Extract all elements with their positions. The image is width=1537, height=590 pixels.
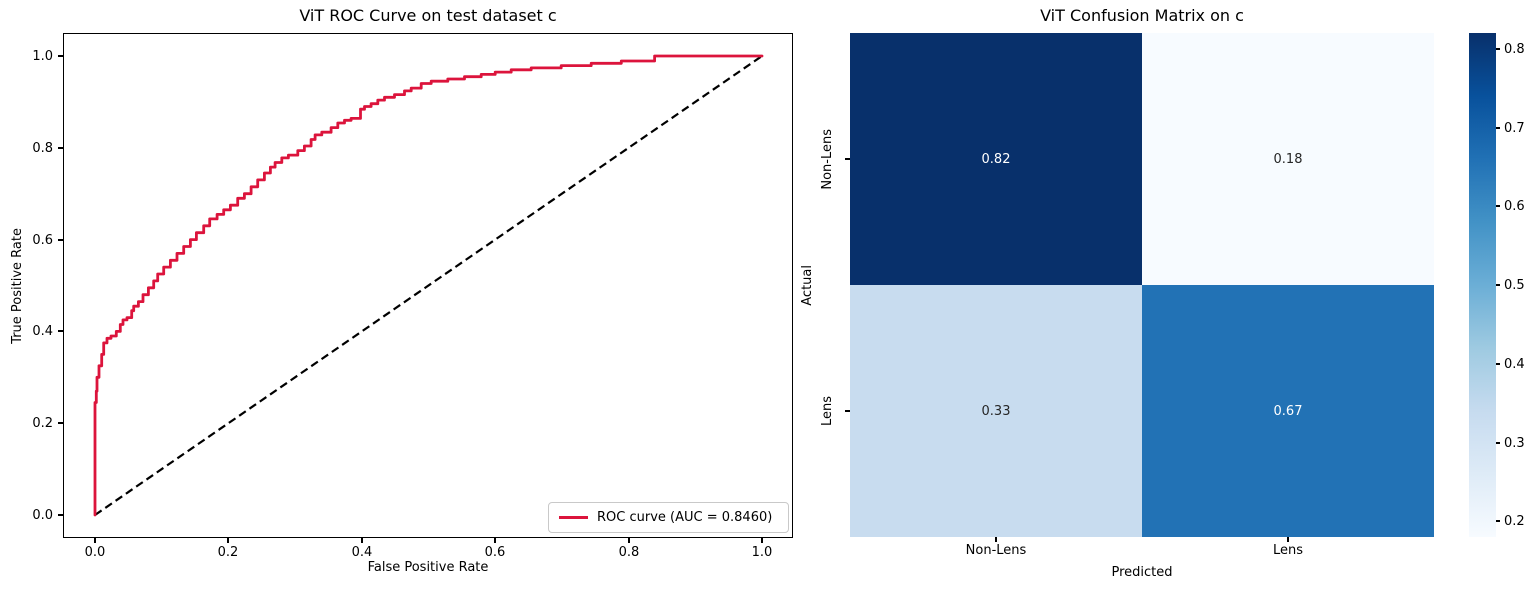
cm-cell-value: 0.67 xyxy=(1273,403,1303,419)
cm-colorbar xyxy=(1469,33,1496,537)
cm-plot-title: ViT Confusion Matrix on c xyxy=(1040,6,1244,25)
roc-xtick-mark xyxy=(628,538,630,543)
roc-xtick-mark xyxy=(494,538,496,543)
cm-ytick-label-lens: Lens xyxy=(819,395,835,427)
roc-xtick-mark xyxy=(227,538,229,543)
cm-xlabel: Predicted xyxy=(1111,565,1173,580)
roc-xtick-label: 0.8 xyxy=(618,545,640,560)
cm-xtick-label-lens: Lens xyxy=(1272,543,1304,558)
cm-xtick-mark xyxy=(995,537,997,542)
roc-legend-swatch xyxy=(559,516,588,519)
cm-cell-value: 0.33 xyxy=(981,403,1011,419)
roc-xtick-label: 0.4 xyxy=(351,545,373,560)
roc-plot-svg xyxy=(93,54,764,517)
roc-ytick-mark xyxy=(58,239,63,241)
cm-cell-actual-lens-pred-nonlens: 0.33 xyxy=(850,285,1142,537)
cm-colorbar-tick-label: 0.8 xyxy=(1504,42,1525,57)
roc-xtick-label: 0.0 xyxy=(84,545,106,560)
roc-ytick-mark xyxy=(58,422,63,424)
roc-xtick-label: 0.2 xyxy=(217,545,239,560)
cm-ytick-mark xyxy=(845,410,850,412)
cm-colorbar-tick-label: 0.4 xyxy=(1504,357,1525,372)
cm-colorbar-tick-mark xyxy=(1496,520,1500,522)
roc-ytick-label: 0.6 xyxy=(32,233,53,248)
cm-xtick-mark xyxy=(1287,537,1289,542)
roc-legend-label: ROC curve (AUC = 0.8460) xyxy=(597,510,773,525)
cm-colorbar-tick-mark xyxy=(1496,442,1500,444)
cm-ylabel: Actual xyxy=(799,264,815,306)
roc-xtick-label: 0.6 xyxy=(484,545,506,560)
cm-xtick-label-nonlens: Non-Lens xyxy=(965,543,1027,558)
roc-ytick-label: 0.4 xyxy=(32,324,53,339)
roc-ytick-label: 1.0 xyxy=(32,49,53,64)
cm-colorbar-tick-mark xyxy=(1496,127,1500,129)
roc-ytick-label: 0.8 xyxy=(32,141,53,156)
cm-colorbar-tick-mark xyxy=(1496,48,1500,50)
cm-cell-actual-nonlens-pred-lens: 0.18 xyxy=(1142,33,1434,285)
cm-colorbar-tick-mark xyxy=(1496,284,1500,286)
cm-ylabel-wrap: Actual xyxy=(799,33,815,537)
roc-curve-line xyxy=(93,54,764,517)
roc-ylabel-wrap: True Positive Rate xyxy=(8,33,26,538)
roc-legend: ROC curve (AUC = 0.8460) xyxy=(548,502,789,533)
roc-ytick-label: 0.0 xyxy=(32,508,53,523)
roc-xlabel: False Positive Rate xyxy=(367,560,489,575)
cm-colorbar-tick-label: 0.2 xyxy=(1504,514,1525,529)
cm-ytick-wrap: Non-Lens xyxy=(819,33,835,285)
roc-ytick-mark xyxy=(58,514,63,516)
cm-heatmap: 0.82 0.18 0.33 0.67 xyxy=(850,33,1434,537)
cm-colorbar-tick-mark xyxy=(1496,363,1500,365)
cm-cell-value: 0.82 xyxy=(981,151,1011,167)
cm-colorbar-tick-label: 0.5 xyxy=(1504,278,1525,293)
roc-ytick-label: 0.2 xyxy=(32,416,53,431)
cm-colorbar-tick-mark xyxy=(1496,205,1500,207)
cm-colorbar-tick-label: 0.6 xyxy=(1504,199,1525,214)
cm-cell-actual-lens-pred-lens: 0.67 xyxy=(1142,285,1434,537)
cm-ytick-mark xyxy=(845,158,850,160)
cm-ytick-label-nonlens: Non-Lens xyxy=(819,128,835,190)
cm-colorbar-tick-label: 0.7 xyxy=(1504,121,1525,136)
cm-colorbar-tick-label: 0.3 xyxy=(1504,436,1525,451)
roc-xtick-mark xyxy=(94,538,96,543)
roc-xtick-mark xyxy=(761,538,763,543)
roc-ytick-mark xyxy=(58,55,63,57)
roc-xtick-mark xyxy=(361,538,363,543)
chance-diagonal-line xyxy=(94,55,763,516)
cm-cell-value: 0.18 xyxy=(1273,151,1303,167)
cm-cell-actual-nonlens-pred-nonlens: 0.82 xyxy=(850,33,1142,285)
roc-xtick-label: 1.0 xyxy=(751,545,773,560)
roc-plot-title: ViT ROC Curve on test dataset c xyxy=(299,6,557,25)
roc-ytick-mark xyxy=(58,147,63,149)
roc-ytick-mark xyxy=(58,330,63,332)
cm-ytick-wrap: Lens xyxy=(819,285,835,537)
